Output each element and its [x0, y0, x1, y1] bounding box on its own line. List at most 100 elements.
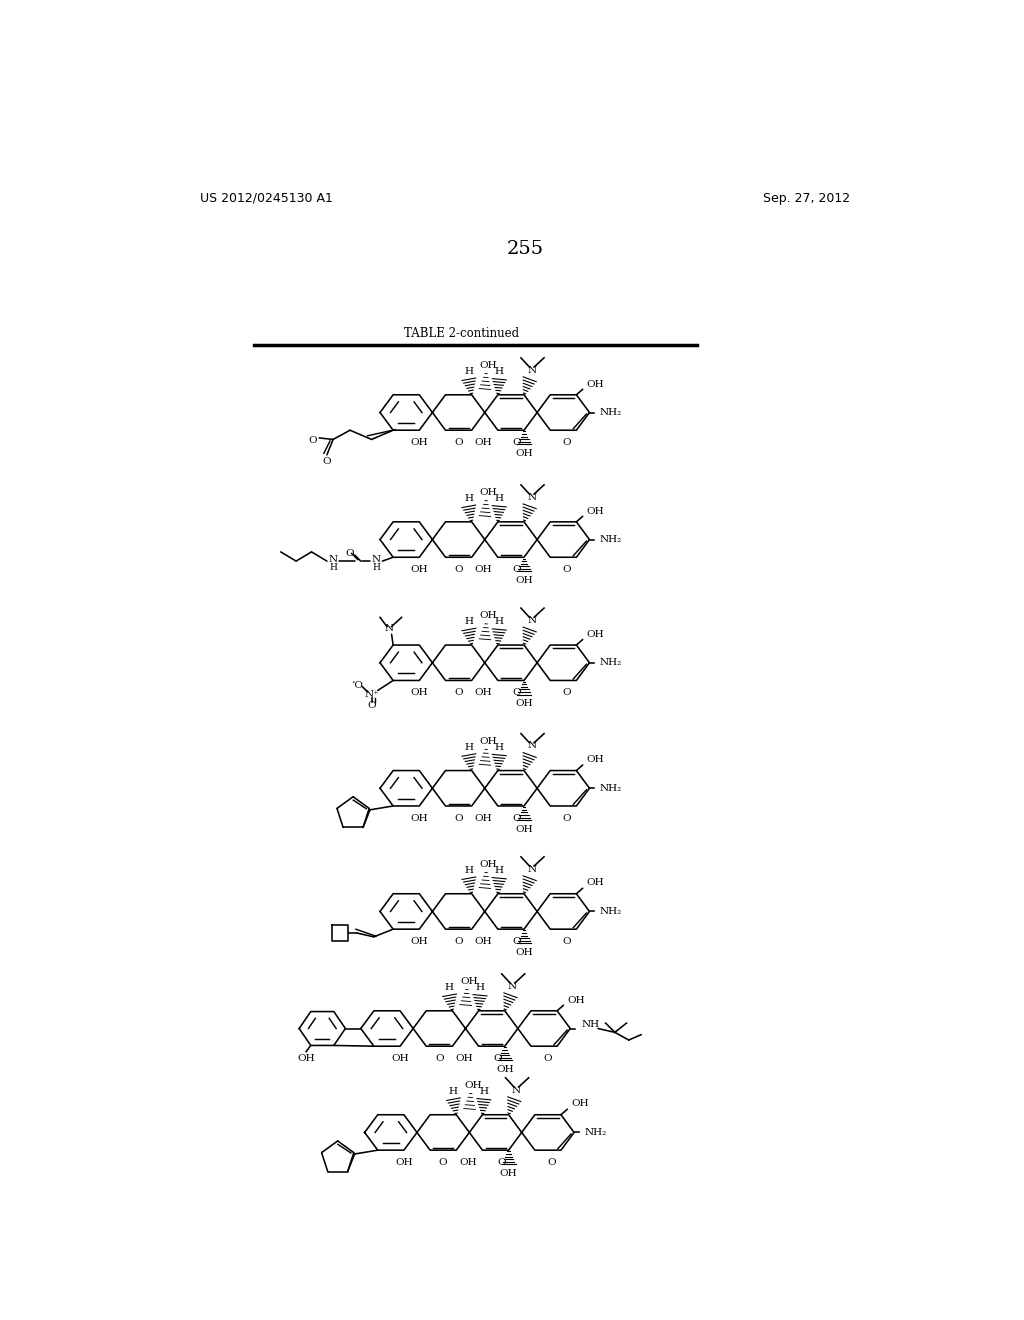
Text: N⁺: N⁺: [365, 690, 379, 698]
Text: OH: OH: [480, 737, 498, 746]
Text: TABLE 2-continued: TABLE 2-continued: [404, 327, 519, 341]
Text: N: N: [372, 556, 381, 564]
Text: H: H: [495, 866, 504, 875]
Text: OH: OH: [571, 1100, 589, 1109]
Text: OH: OH: [395, 1158, 413, 1167]
Text: N: N: [527, 492, 537, 502]
Text: OH: OH: [480, 362, 498, 370]
Text: OH: OH: [587, 507, 604, 516]
Text: OH: OH: [587, 879, 604, 887]
Text: O: O: [563, 937, 571, 946]
Text: O: O: [455, 814, 463, 822]
Text: O: O: [323, 457, 331, 466]
Text: O: O: [308, 436, 316, 445]
Text: N: N: [527, 742, 537, 750]
Text: H: H: [495, 618, 504, 627]
Text: O: O: [563, 438, 571, 447]
Text: NH₂: NH₂: [600, 907, 623, 916]
Text: NH: NH: [582, 1020, 599, 1030]
Text: OH: OH: [587, 630, 604, 639]
Text: OH: OH: [474, 937, 493, 946]
Text: OH: OH: [411, 565, 428, 574]
Text: O: O: [563, 688, 571, 697]
Text: OH: OH: [474, 438, 493, 447]
Text: O: O: [494, 1055, 502, 1063]
Text: 255: 255: [506, 240, 544, 259]
Text: ’O: ’O: [351, 681, 364, 689]
Text: O: O: [346, 549, 354, 558]
Text: O: O: [455, 565, 463, 574]
Text: OH: OH: [411, 688, 428, 697]
Text: OH: OH: [515, 449, 532, 458]
Text: H: H: [475, 983, 484, 993]
Text: O: O: [439, 1158, 447, 1167]
Text: H: H: [464, 618, 473, 627]
Text: NH₂: NH₂: [585, 1129, 607, 1137]
Text: OH: OH: [515, 576, 532, 585]
Text: O: O: [513, 814, 521, 822]
Text: OH: OH: [465, 1081, 482, 1090]
Text: O: O: [548, 1158, 556, 1167]
Text: OH: OH: [480, 611, 498, 620]
Text: O: O: [455, 937, 463, 946]
Text: O: O: [455, 688, 463, 697]
Text: H: H: [495, 494, 504, 503]
Text: NH₂: NH₂: [600, 784, 623, 793]
Text: H: H: [495, 367, 504, 376]
Text: O: O: [435, 1055, 443, 1063]
Text: OH: OH: [391, 1055, 409, 1063]
Text: OH: OH: [474, 814, 493, 822]
Text: N: N: [512, 1085, 521, 1094]
Text: H: H: [373, 562, 380, 572]
Text: OH: OH: [411, 937, 428, 946]
Text: O: O: [513, 565, 521, 574]
Text: OH: OH: [459, 1158, 476, 1167]
Text: Sep. 27, 2012: Sep. 27, 2012: [763, 191, 850, 205]
Text: OH: OH: [411, 814, 428, 822]
Text: NH₂: NH₂: [600, 535, 623, 544]
Text: US 2012/0245130 A1: US 2012/0245130 A1: [200, 191, 333, 205]
Text: OH: OH: [461, 977, 478, 986]
Text: H: H: [329, 562, 337, 572]
Text: OH: OH: [411, 438, 428, 447]
Text: H: H: [444, 983, 454, 993]
Text: O: O: [563, 565, 571, 574]
Text: N: N: [329, 556, 338, 564]
Text: H: H: [464, 743, 473, 752]
Text: O: O: [513, 688, 521, 697]
Text: OH: OH: [567, 995, 585, 1005]
Text: N: N: [508, 982, 517, 990]
Text: OH: OH: [474, 565, 493, 574]
Text: OH: OH: [297, 1053, 315, 1063]
Text: N: N: [527, 865, 537, 874]
Text: OH: OH: [587, 755, 604, 764]
Text: O: O: [544, 1055, 552, 1063]
Text: O: O: [455, 438, 463, 447]
Text: N: N: [385, 623, 394, 632]
Text: N: N: [527, 616, 537, 624]
Text: H: H: [464, 494, 473, 503]
Text: H: H: [464, 367, 473, 376]
Text: O: O: [498, 1158, 506, 1167]
Text: OH: OH: [480, 488, 498, 498]
Text: O: O: [513, 937, 521, 946]
Text: OH: OH: [480, 861, 498, 869]
Text: OH: OH: [515, 825, 532, 833]
Text: NH₂: NH₂: [600, 659, 623, 667]
Text: O: O: [563, 814, 571, 822]
Text: OH: OH: [515, 948, 532, 957]
Text: OH: OH: [455, 1055, 473, 1063]
Text: OH: OH: [515, 700, 532, 708]
Text: H: H: [449, 1088, 458, 1096]
Text: OH: OH: [500, 1168, 517, 1177]
Text: OH: OH: [474, 688, 493, 697]
Text: NH₂: NH₂: [600, 408, 623, 417]
Text: O: O: [368, 701, 376, 710]
Text: H: H: [464, 866, 473, 875]
Text: H: H: [479, 1088, 488, 1096]
Text: N: N: [527, 366, 537, 375]
Text: H: H: [495, 743, 504, 752]
Text: OH: OH: [587, 380, 604, 388]
Text: OH: OH: [496, 1065, 514, 1073]
Text: O: O: [513, 438, 521, 447]
